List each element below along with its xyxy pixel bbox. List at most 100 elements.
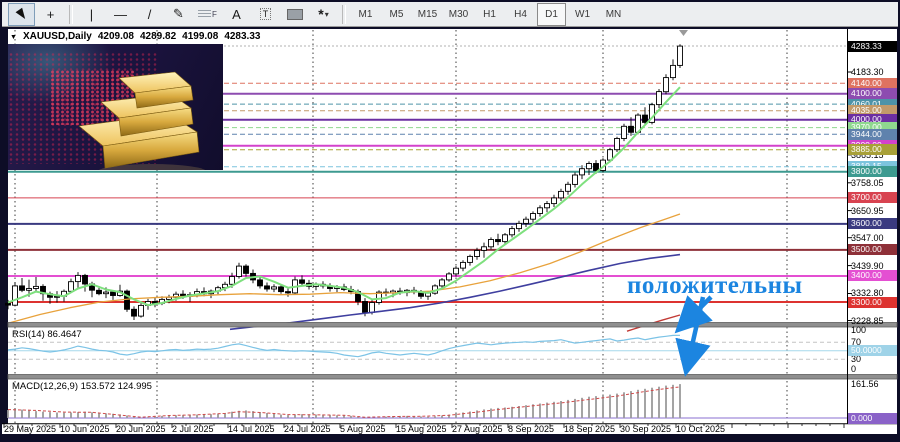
chart-title-bar: ▼ XAUUSD,Daily 4209.08 4289.82 4199.08 4… [10, 31, 260, 42]
label-icon: T [259, 8, 272, 20]
channel-tool-button[interactable]: ✎ [165, 3, 192, 26]
annotation-arrow [675, 296, 711, 377]
price-level-badge: 3500.00 [848, 244, 897, 256]
price-grid-label: 3332.80 [851, 288, 884, 299]
fibonacci-icon [198, 9, 212, 19]
rsi-indicator-label: RSI(14) 86.4647 [12, 329, 82, 340]
timeframe-w1-button[interactable]: W1 [575, 8, 590, 20]
date-label: 14 Jul 2025 [228, 423, 275, 434]
date-label: 2 Jul 2025 [172, 423, 214, 434]
date-label: 18 Sep 2025 [564, 423, 616, 434]
date-label: 15 Aug 2025 [396, 423, 447, 434]
price-level-badge: 3600.00 [848, 218, 897, 230]
rsi-line [7, 334, 681, 358]
fibonacci-tool-button[interactable]: F [194, 3, 221, 26]
rsi-level-badge: 50.0000 [848, 345, 897, 357]
shapes-icon [286, 8, 303, 20]
toolbar-separator [69, 4, 73, 24]
horizontal-line-icon: — [114, 6, 127, 22]
timeframe-mn-button[interactable]: MN [605, 8, 622, 20]
date-label: 27 Aug 2025 [452, 423, 503, 434]
crosshair-tool-button[interactable]: + [37, 3, 64, 26]
ma-fast [7, 86, 681, 307]
arrows-tool-button[interactable]: * ▾ [310, 3, 337, 26]
timeframe-m15-button[interactable]: M15 [417, 8, 438, 20]
symbol-menu-icon[interactable]: ▼ [10, 34, 17, 41]
ma-medium [7, 213, 681, 324]
date-label: 30 Sep 2025 [620, 423, 672, 434]
rsi-grid-label: 70 [851, 337, 862, 348]
timeframe-m30-button[interactable]: M30 [448, 8, 469, 20]
cursor-icon [15, 7, 28, 21]
vertical-line-icon: | [89, 6, 94, 22]
rsi-macd-splitter[interactable] [7, 374, 898, 380]
price-grid-label: 3650.95 [851, 205, 884, 216]
price-grid-label: 3228.85 [851, 315, 884, 326]
date-label: 5 Aug 2025 [340, 423, 386, 434]
price-grid-label: 4183.30 [851, 67, 884, 78]
toolbar-separator [342, 4, 346, 24]
date-label: 8 Sep 2025 [508, 423, 555, 434]
text-tool-button[interactable]: A [223, 3, 250, 26]
timeframe-m1-button[interactable]: M1 [358, 8, 373, 20]
horizontal-line-tool-button[interactable]: — [107, 3, 134, 26]
rsi-grid-label: 0 [851, 364, 857, 374]
chart-shift-marker [679, 30, 688, 36]
price-level-badge: 3970.00 [848, 122, 897, 134]
text-icon: A [232, 6, 241, 22]
price-level-badge: 4100.00 [848, 88, 897, 100]
trendline-icon: / [147, 6, 152, 22]
gold-ingots-illustration [78, 71, 206, 170]
price-level-badge: 3700.00 [848, 192, 897, 204]
dropdown-caret-icon: ▾ [324, 9, 329, 19]
macd-grid-label: 161.56 [851, 379, 879, 389]
price-level-badge: 4140.00 [848, 77, 897, 89]
ma-slow [229, 253, 681, 331]
label-tool-button[interactable]: T [252, 3, 279, 26]
annotation-text: положительны [627, 272, 803, 299]
price-level-badge: 3800.00 [848, 166, 897, 178]
macd-indicator-label: MACD(12,26,9) 153.572 124.995 [12, 381, 152, 392]
rsi-grid-label: 30 [851, 354, 862, 365]
timeframe-h4-button[interactable]: H4 [514, 8, 527, 20]
macd-zero-badge: 0.000 [848, 412, 897, 424]
price-level-badge: 4035.00 [848, 105, 897, 117]
current-price-badge: 4283.33 [848, 40, 897, 52]
date-label: 24 Jul 2025 [284, 423, 331, 434]
cursor-tool-button[interactable] [8, 2, 35, 26]
price-level-badge: 4000.00 [848, 114, 897, 126]
trendline-tool-button[interactable]: / [136, 3, 163, 26]
price-grid-label: 3547.00 [851, 232, 884, 243]
price-grid-label: 3439.90 [851, 260, 884, 271]
timeframe-m5-button[interactable]: M5 [389, 8, 404, 20]
chart-rsi-splitter[interactable] [7, 322, 898, 328]
gold-bars-photo [8, 44, 223, 170]
ohlc-open: 4209.08 [97, 31, 134, 42]
date-label: 20 Jun 2025 [116, 423, 166, 434]
shapes-tool-button[interactable] [281, 3, 308, 26]
price-level-badge: 3300.00 [848, 296, 897, 308]
toolbar: + | — / ✎ F A T * ▾ M1 M5 M15 M30 H1 H4 D1 W1 MN [2, 2, 898, 27]
price-grid-label: 3758.05 [851, 177, 884, 188]
timeframe-h1-button[interactable]: H1 [483, 8, 496, 20]
crosshair-icon: + [46, 6, 55, 22]
date-label: 10 Oct 2025 [676, 423, 726, 434]
vertical-line-tool-button[interactable]: | [78, 3, 105, 26]
fibonacci-f-glyph: F [212, 9, 217, 19]
symbol-name: XAUUSD,Daily [22, 31, 92, 42]
price-level-badge: 3944.00 [848, 128, 897, 140]
annotation-arrow [674, 295, 713, 334]
macd-signal-line [7, 386, 681, 418]
ohlc-close: 4283.33 [224, 31, 261, 42]
ohlc-high: 4289.82 [140, 31, 177, 42]
date-label: 29 May 2025 [4, 423, 57, 434]
price-level-badge: 3885.00 [848, 144, 897, 156]
price-level-badge: 4060.01 [848, 98, 897, 110]
rsi-grid-label: 100 [851, 324, 867, 335]
price-level-badge: 3400.00 [848, 270, 897, 282]
ohlc-low: 4199.08 [182, 31, 219, 42]
arrows-icon: * [318, 6, 324, 22]
channel-icon: ✎ [173, 6, 184, 21]
timeframe-d1-button[interactable]: D1 [537, 2, 566, 26]
